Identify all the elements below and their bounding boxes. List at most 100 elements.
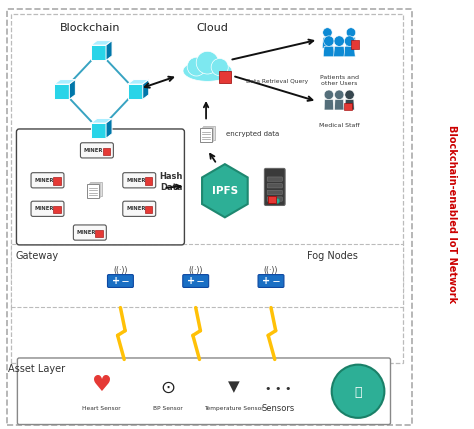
Circle shape [334,36,345,46]
Text: Heart Sensor: Heart Sensor [82,406,121,411]
Polygon shape [335,100,344,110]
Text: MINER: MINER [35,178,54,183]
Polygon shape [324,100,334,110]
Polygon shape [91,118,112,123]
FancyBboxPatch shape [203,126,215,140]
Circle shape [346,28,356,37]
FancyBboxPatch shape [31,201,64,216]
Circle shape [211,58,228,76]
FancyBboxPatch shape [102,148,110,154]
FancyBboxPatch shape [53,206,61,213]
Text: Fog Nodes: Fog Nodes [307,251,357,261]
FancyBboxPatch shape [81,143,113,158]
Polygon shape [91,41,112,45]
Polygon shape [55,84,69,100]
FancyBboxPatch shape [264,169,285,205]
Polygon shape [202,164,248,218]
Text: 🛏: 🛏 [354,386,362,399]
Ellipse shape [183,60,232,82]
Text: Hash
Data: Hash Data [160,172,183,192]
Text: MINER: MINER [77,230,96,235]
Text: MINER: MINER [126,206,146,211]
Text: MINER: MINER [126,178,146,183]
FancyBboxPatch shape [267,190,283,194]
Text: Medical Staff: Medical Staff [319,123,359,128]
FancyBboxPatch shape [268,196,276,202]
Polygon shape [334,46,345,57]
Text: —: — [122,278,128,284]
Circle shape [323,28,332,37]
Circle shape [345,90,354,100]
Circle shape [335,90,344,100]
FancyBboxPatch shape [145,206,153,213]
Circle shape [187,57,206,76]
Text: —: — [272,278,279,284]
Polygon shape [106,41,112,60]
Polygon shape [345,100,354,110]
FancyBboxPatch shape [11,245,403,307]
Text: Data Retrieval Query: Data Retrieval Query [246,79,308,84]
FancyBboxPatch shape [31,173,64,188]
Text: MINER: MINER [35,206,54,211]
Text: • • •: • • • [265,384,292,394]
Text: ((·)): ((·)) [264,266,278,275]
Text: MINER: MINER [84,148,103,153]
Text: +: + [187,276,195,286]
Text: ((·)): ((·)) [189,266,203,275]
Polygon shape [143,79,149,100]
Text: ((·)): ((·)) [113,266,128,275]
Circle shape [196,51,219,74]
Polygon shape [344,46,355,57]
Text: Blockchain: Blockchain [60,23,120,33]
Text: Sensors: Sensors [262,404,295,413]
Text: ⊙: ⊙ [160,379,175,397]
Polygon shape [91,123,106,138]
FancyBboxPatch shape [108,275,133,287]
Polygon shape [346,37,356,48]
Text: encrypted data: encrypted data [226,131,280,137]
FancyBboxPatch shape [53,178,61,184]
Circle shape [324,90,334,100]
Text: ▼: ▼ [228,379,239,394]
FancyBboxPatch shape [145,178,153,184]
Circle shape [345,36,355,46]
Text: ♥: ♥ [91,375,111,395]
Text: BP Sensor: BP Sensor [153,406,182,411]
Text: Patients and
other Users: Patients and other Users [320,75,359,86]
FancyBboxPatch shape [201,127,212,142]
Text: +: + [262,276,270,286]
Text: Temperature Sensor: Temperature Sensor [203,406,263,411]
Circle shape [332,365,384,418]
FancyBboxPatch shape [202,127,213,141]
FancyBboxPatch shape [17,129,184,245]
FancyBboxPatch shape [258,275,284,287]
FancyBboxPatch shape [91,182,101,196]
Polygon shape [55,79,75,84]
Text: Asset Layer: Asset Layer [8,364,65,375]
Polygon shape [128,84,143,100]
Text: —: — [197,278,204,284]
Polygon shape [322,37,333,48]
Polygon shape [323,46,335,57]
Polygon shape [128,79,149,84]
Text: Gateway: Gateway [15,251,58,261]
FancyBboxPatch shape [350,40,359,48]
FancyBboxPatch shape [345,103,352,110]
FancyBboxPatch shape [7,9,412,425]
Circle shape [274,198,280,204]
Text: IPFS: IPFS [212,186,238,196]
FancyBboxPatch shape [18,358,391,425]
Text: Cloud: Cloud [196,23,228,33]
Polygon shape [91,45,106,60]
Text: Blockchain-enabled IoT Network: Blockchain-enabled IoT Network [447,125,457,304]
Text: +: + [112,276,120,286]
Circle shape [324,36,334,46]
FancyBboxPatch shape [123,173,156,188]
FancyBboxPatch shape [11,14,403,363]
Polygon shape [69,79,75,100]
FancyBboxPatch shape [219,72,231,83]
FancyBboxPatch shape [267,197,283,201]
FancyBboxPatch shape [88,184,99,198]
FancyBboxPatch shape [267,184,283,188]
FancyBboxPatch shape [183,275,209,287]
